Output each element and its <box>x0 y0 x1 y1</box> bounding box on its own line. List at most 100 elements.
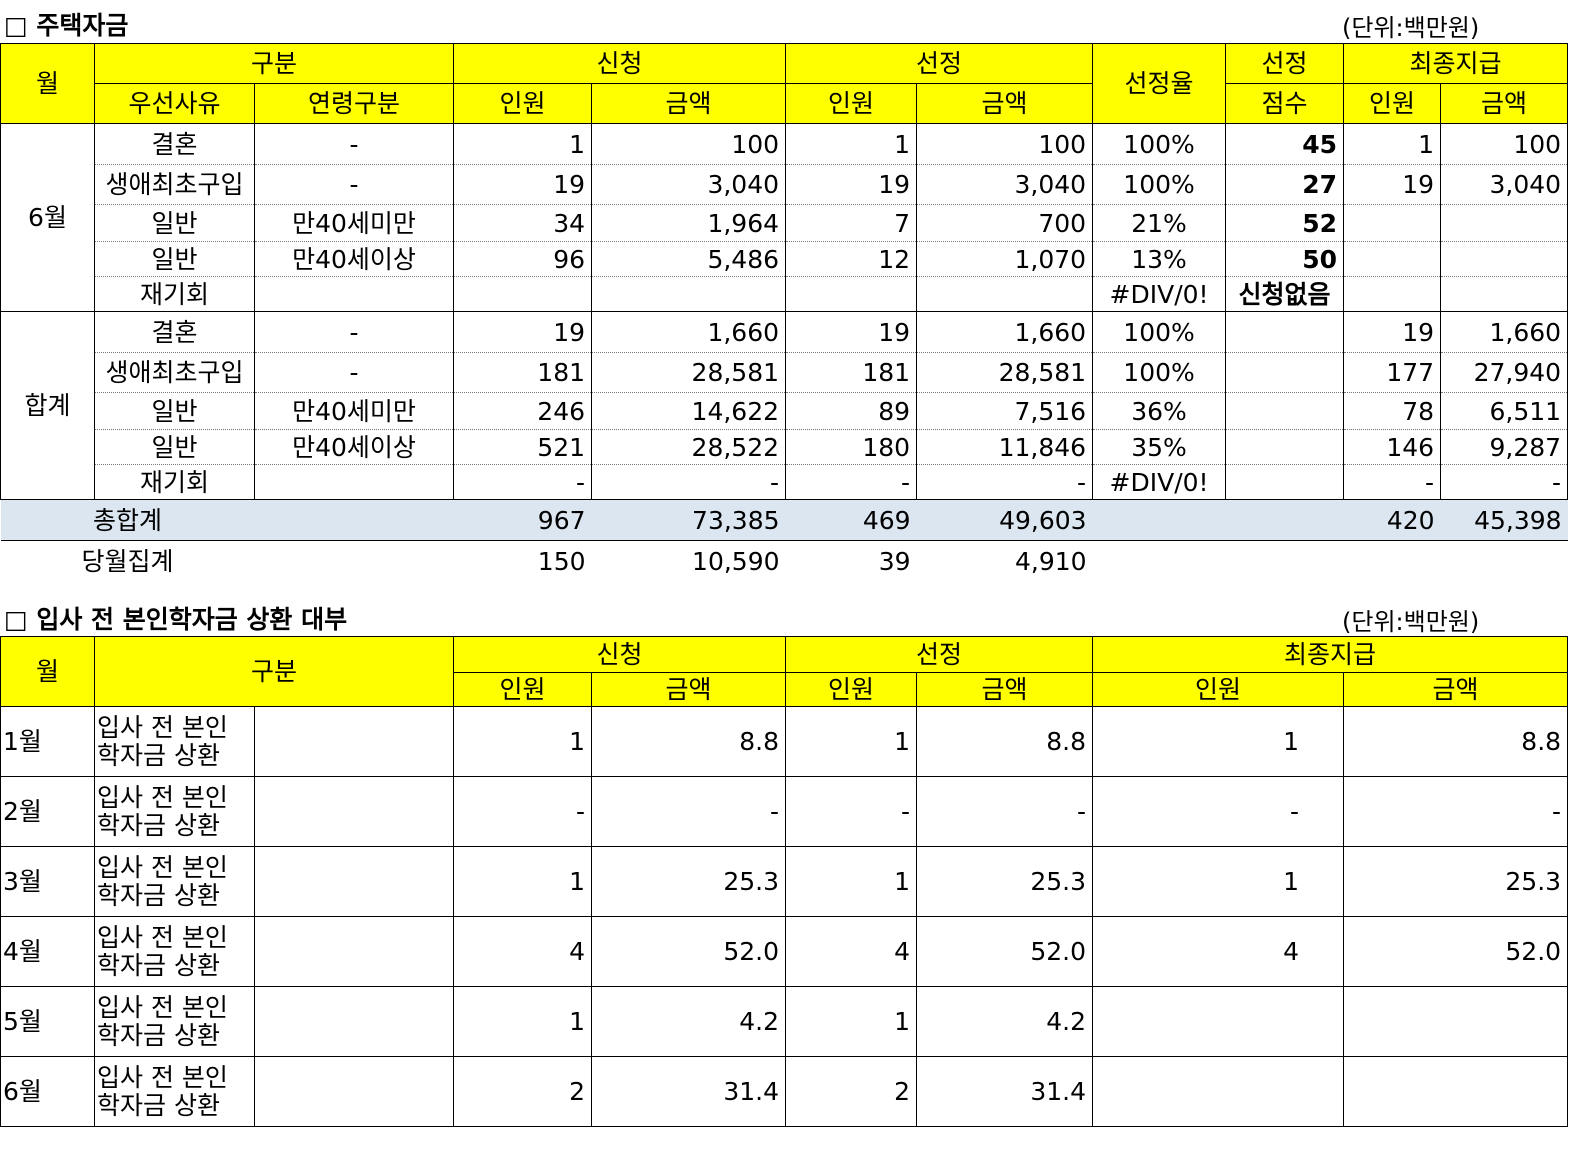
age-cell <box>253 276 455 312</box>
select-people-cell: 1 <box>785 706 918 777</box>
final-amount-cell <box>1440 204 1569 242</box>
header2-final: 최종지급 <box>1092 636 1569 673</box>
final-people-cell <box>1092 1056 1345 1127</box>
reason-cell: 재기회 <box>94 276 255 312</box>
final-amount-cell: 25.3 <box>1343 846 1569 917</box>
rate-cell: 35% <box>1092 429 1227 465</box>
final-people-cell <box>1343 276 1442 312</box>
monthly-blank-1 <box>1093 541 1226 583</box>
apply-amount-cell: 25.3 <box>591 846 787 917</box>
final-amount-cell <box>1440 276 1569 312</box>
age-cell: 만40세미만 <box>253 204 455 242</box>
table-row: 재기회 #DIV/0! 신청없음 <box>1 276 1569 312</box>
grand-total-apply-people: 967 <box>453 499 592 541</box>
header-apply: 신청 <box>453 43 787 84</box>
header2-category: 구분 <box>93 636 455 707</box>
age-cell: - <box>253 164 455 205</box>
table-row: 1월 입사 전 본인 학자금 상환 1 8.8 1 8.8 1 8.8 <box>0 706 1569 777</box>
select-people-cell: 19 <box>785 311 918 353</box>
header2-apply: 신청 <box>453 636 787 673</box>
apply-people-cell: - <box>453 464 593 500</box>
score-cell: 50 <box>1225 241 1345 277</box>
header-score-bottom: 점수 <box>1225 83 1345 124</box>
table-row: 일반 만40세미만 246 14,622 89 7,516 36% 78 6,511 <box>1 392 1569 430</box>
final-amount-cell <box>1440 241 1569 277</box>
select-amount-cell <box>916 276 1094 312</box>
apply-amount-cell <box>591 276 787 312</box>
final-people-cell: 146 <box>1343 429 1442 465</box>
category-label-cell: 입사 전 본인 학자금 상환 <box>94 706 255 777</box>
monthly-blank-2 <box>1226 541 1344 583</box>
final-amount-cell: 3,040 <box>1440 164 1569 205</box>
month-cell: 6월 <box>0 1056 95 1127</box>
header-select: 선정 <box>785 43 1094 84</box>
select-amount-cell: 3,040 <box>916 164 1094 205</box>
month-cell: 1월 <box>0 706 95 777</box>
apply-people-cell: 19 <box>453 164 593 205</box>
grand-total-blank <box>254 499 454 541</box>
select-people-cell: 1 <box>785 986 918 1057</box>
final-people-cell <box>1343 204 1442 242</box>
final-people-cell: 4 <box>1092 916 1345 987</box>
select-people-cell: - <box>785 464 918 500</box>
table-row: 6월 결혼 -1 100 1 100 100% 45 1 100 <box>0 123 1569 312</box>
reason-cell: 재기회 <box>94 464 255 500</box>
select-people-cell: - <box>785 776 918 847</box>
table-row: 일반 만40세이상 96 5,486 12 1,070 13% 50 <box>1 241 1569 277</box>
apply-amount-cell: 52.0 <box>591 916 787 987</box>
select-amount-cell: - <box>916 776 1094 847</box>
final-people-cell: 1 <box>1343 123 1442 165</box>
section-title-student-loan: □ 입사 전 본인학자금 상환 대부 <box>4 605 348 634</box>
apply-amount-cell: 28,522 <box>591 429 787 465</box>
select-amount-cell: 28,581 <box>916 352 1094 393</box>
rate-cell: 100% <box>1092 352 1227 393</box>
select-people-cell: 12 <box>785 241 918 277</box>
apply-people-cell: 34 <box>453 204 593 242</box>
header2-month: 월 <box>0 636 95 707</box>
apply-amount-cell: 3,040 <box>591 164 787 205</box>
category-blank-cell <box>253 916 455 987</box>
select-people-cell: 1 <box>785 123 918 165</box>
monthly-blank-4 <box>1441 541 1568 583</box>
final-amount-cell: 8.8 <box>1343 706 1569 777</box>
header-final-amount: 금액 <box>1440 83 1569 124</box>
grand-total-rate <box>1092 499 1226 541</box>
table-row: 4월 입사 전 본인 학자금 상환 4 52.0 4 52.0 4 52.0 <box>0 916 1569 987</box>
final-people-cell: 19 <box>1343 311 1442 353</box>
reason-cell: 일반 <box>94 392 255 430</box>
final-people-cell: 1 <box>1092 846 1345 917</box>
header-select-people: 인원 <box>785 83 918 124</box>
month-cell: 5월 <box>0 986 95 1057</box>
final-amount-cell: 1,660 <box>1440 311 1569 353</box>
month-cell: 4월 <box>0 916 95 987</box>
rate-cell: #DIV/0! <box>1092 276 1227 312</box>
apply-amount-cell: 1,964 <box>591 204 787 242</box>
header2-select-amount: 금액 <box>916 672 1094 707</box>
grand-total-select-amount: 49,603 <box>916 499 1093 541</box>
monthly-apply-people: 150 <box>537 547 586 577</box>
apply-amount-cell: 31.4 <box>591 1056 787 1127</box>
month-cell: 6월 <box>0 123 95 312</box>
table-row: 생애최초구입 -181 28,581 181 28,581 100% 177 27,940 <box>1 352 1569 393</box>
score-cell <box>1225 352 1345 393</box>
table-row: 생애최초구입 -19 3,040 19 3,040 100% 27 19 3,040 <box>1 164 1569 205</box>
rate-cell: 100% <box>1092 123 1227 165</box>
age-cell: - <box>253 311 455 353</box>
apply-amount-cell: 100 <box>591 123 787 165</box>
reason-cell: 일반 <box>94 204 255 242</box>
category-label-cell: 입사 전 본인 학자금 상환 <box>94 916 255 987</box>
table-row: 일반 만40세이상 521 28,522 180 11,846 35% 146 9,287 <box>1 429 1569 465</box>
age-cell: 만40세이상 <box>253 429 455 465</box>
apply-amount-cell: 14,622 <box>591 392 787 430</box>
housing-fund-table: 월 구분 신청 선정 선정율 선정 최종지급 우선사유 연령구분 인원 금액 인… <box>0 43 1569 583</box>
apply-people-cell: 1 <box>453 123 593 165</box>
category-blank-cell <box>253 706 455 777</box>
apply-amount-cell: 8.8 <box>591 706 787 777</box>
unit-label-housing: (단위:백만원) <box>1342 14 1480 42</box>
rate-cell: 100% <box>1092 311 1227 353</box>
score-cell: 52 <box>1225 204 1345 242</box>
rate-cell: 21% <box>1092 204 1227 242</box>
apply-people-cell: 1 <box>453 986 593 1057</box>
apply-amount-cell: 5,486 <box>591 241 787 277</box>
header2-select-people: 인원 <box>785 672 918 707</box>
